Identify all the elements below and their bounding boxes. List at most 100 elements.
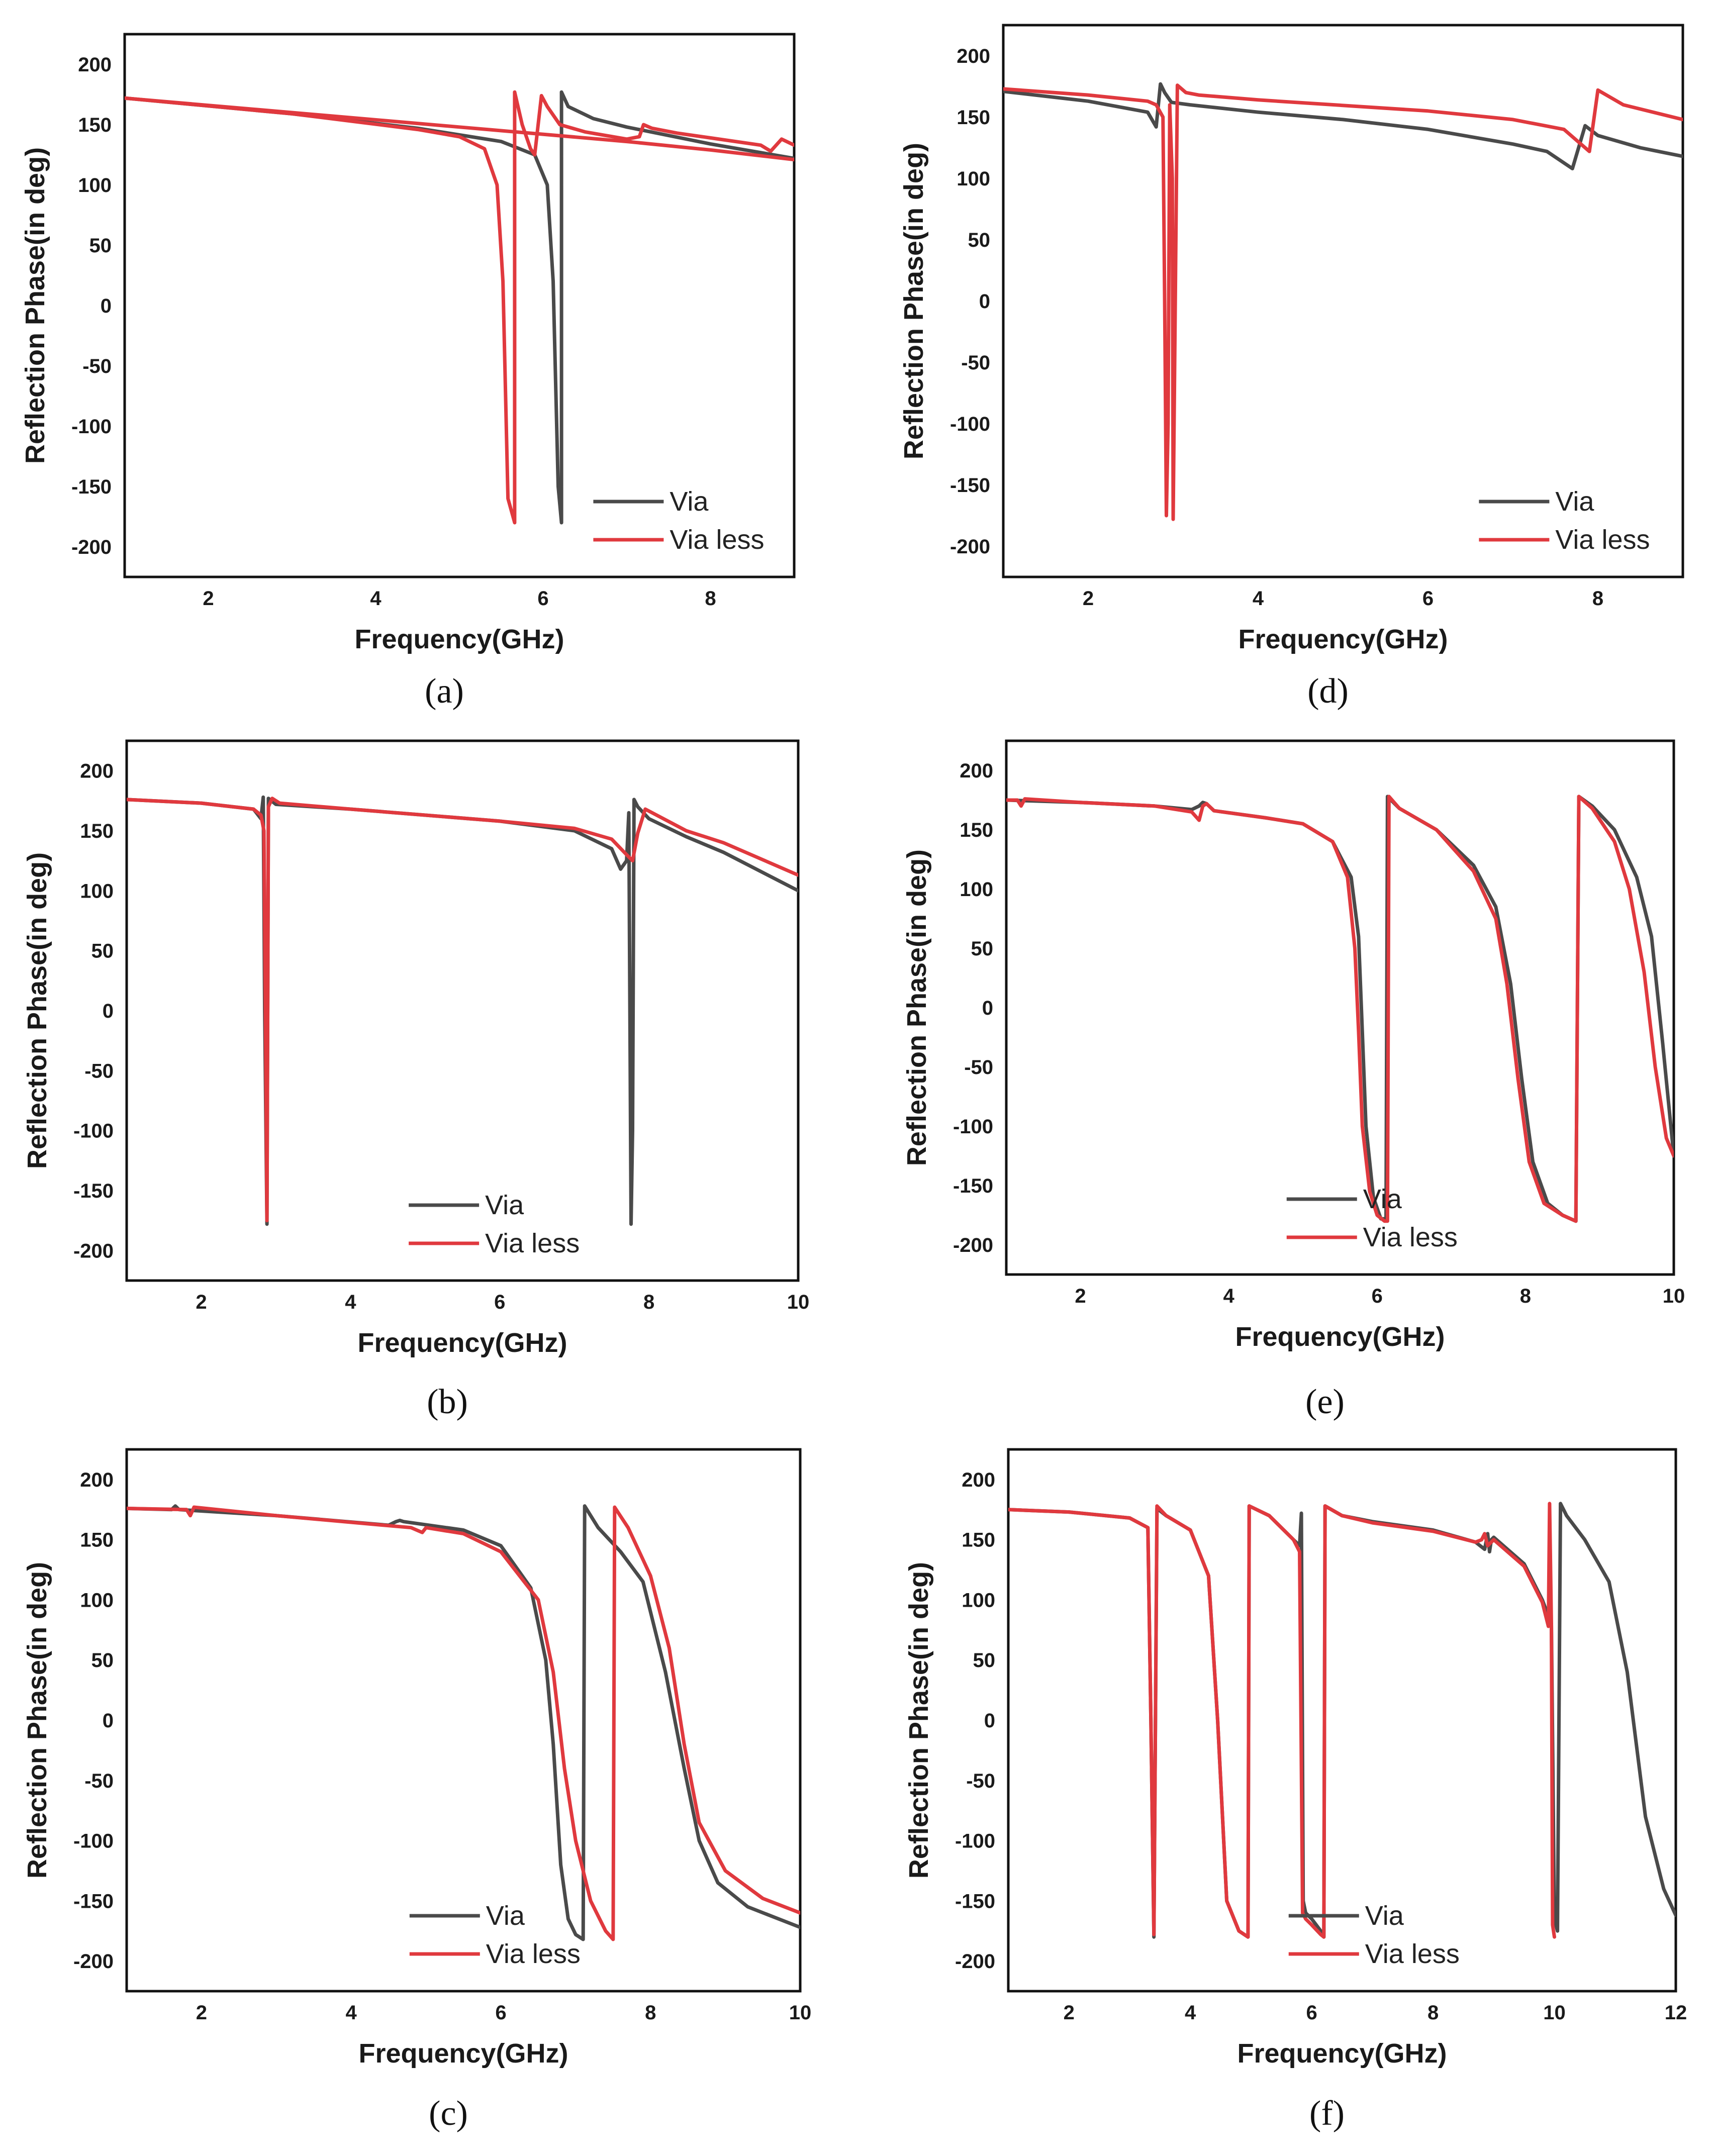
y-tick-label: 150 (962, 1529, 995, 1551)
y-tick-label: 150 (957, 107, 990, 129)
x-tick-label: 8 (645, 2002, 656, 2024)
y-tick-label: 150 (80, 820, 114, 842)
x-axis-label: Frequency(GHz) (1237, 2038, 1447, 2069)
y-tick-label: -50 (961, 352, 990, 374)
x-tick-label: 4 (1253, 587, 1264, 610)
x-tick-label: 8 (643, 1291, 654, 1313)
series-line-via-less (125, 96, 794, 162)
x-tick-label: 6 (495, 2002, 506, 2024)
y-tick-label: -50 (966, 1770, 995, 1792)
series-line-via (127, 1504, 800, 1941)
series-line-via-less (127, 1505, 800, 1941)
y-tick-label: 200 (960, 760, 993, 782)
y-tick-label: 0 (101, 295, 112, 317)
y-axis-label: Reflection Phase(in deg) (22, 1562, 52, 1879)
y-tick-label: 200 (80, 1469, 114, 1491)
y-tick-label: -50 (82, 355, 112, 377)
series-line-via (127, 795, 798, 1226)
chart-d: 200 150 100 50 0 -50 -100 -150 -200 2 4 6 8 Frequency… (899, 24, 1684, 711)
x-tick-label: 6 (1422, 587, 1434, 610)
y-tick-label: -150 (73, 1890, 114, 1912)
legend-label-via-less: Via less (1555, 525, 1650, 555)
plot-frame (1002, 24, 1684, 578)
y-tick-label: 50 (91, 940, 114, 962)
plot-frame (123, 33, 796, 578)
y-tick-label: 200 (957, 45, 990, 67)
y-tick-label: 50 (973, 1649, 996, 1672)
y-tick-label: -100 (73, 1830, 114, 1852)
x-axis-label: Frequency(GHz) (358, 2038, 568, 2069)
y-tick-label: -150 (950, 474, 990, 497)
y-tick-label: 150 (80, 1529, 114, 1551)
y-tick-label: -50 (964, 1056, 993, 1079)
x-tick-label: 6 (1306, 2002, 1317, 2024)
y-tick-label: 0 (103, 1710, 114, 1732)
figure-caption: (a) (425, 672, 464, 711)
x-tick-label: 8 (1427, 2002, 1439, 2024)
x-tick-label: 4 (1223, 1285, 1235, 1307)
plot-frame (125, 739, 800, 1282)
y-tick-label: -100 (955, 1830, 995, 1852)
series-line-via-less (1003, 83, 1683, 521)
x-axis-label: Frequency(GHz) (354, 624, 564, 654)
y-tick-label: 200 (962, 1469, 995, 1491)
y-tick-label: 50 (968, 229, 991, 251)
y-tick-label: 50 (91, 1649, 114, 1672)
y-tick-label: 0 (103, 1000, 114, 1022)
legend-label-via-less: Via less (485, 1228, 580, 1258)
x-tick-label: 10 (1543, 2002, 1566, 2024)
x-tick-label: 6 (1372, 1285, 1383, 1307)
y-tick-label: 50 (971, 938, 994, 960)
y-tick-label: 200 (78, 54, 112, 76)
y-tick-label: 0 (979, 290, 990, 313)
x-tick-label: 6 (537, 587, 548, 610)
y-tick-label: -200 (71, 536, 112, 558)
x-tick-label: 10 (789, 2002, 812, 2024)
y-tick-label: 0 (984, 1710, 995, 1732)
legend-label-via: Via (1363, 1184, 1402, 1214)
y-tick-label: -150 (73, 1180, 114, 1202)
y-tick-label: -100 (953, 1116, 993, 1138)
x-tick-label: 2 (203, 587, 214, 610)
y-tick-label: 0 (982, 997, 993, 1019)
y-tick-label: -150 (955, 1890, 995, 1912)
x-tick-label: 10 (787, 1291, 810, 1313)
y-tick-label: 150 (78, 114, 112, 136)
x-tick-label: 2 (1083, 587, 1094, 610)
x-tick-label: 4 (345, 1291, 356, 1313)
y-tick-label: -50 (84, 1060, 114, 1082)
y-tick-label: -150 (953, 1175, 993, 1197)
y-tick-label: 200 (80, 760, 114, 782)
x-tick-label: 6 (494, 1291, 505, 1313)
plot-frame (1005, 739, 1675, 1276)
legend-label-via-less: Via less (1365, 1939, 1460, 1969)
figure-caption: (c) (429, 2094, 468, 2133)
y-tick-label: 100 (78, 174, 112, 197)
y-tick-label: 100 (960, 878, 993, 901)
y-tick-label: -200 (955, 1950, 995, 1973)
x-axis-label: Frequency(GHz) (357, 1328, 567, 1358)
x-tick-label: 8 (1592, 587, 1603, 610)
chart-b: 200 150 100 50 0 -50 -100 -150 -200 2 4 6 8 10 Frequen… (22, 739, 810, 1421)
y-tick-label: -200 (73, 1240, 114, 1262)
series-line-via-less (127, 797, 798, 1223)
x-tick-label: 4 (1185, 2002, 1196, 2024)
legend-label-via: Via (486, 1901, 525, 1931)
y-tick-label: -100 (950, 413, 990, 435)
y-tick-label: -200 (953, 1234, 993, 1256)
legend-label-via: Via (1555, 486, 1594, 517)
x-axis-label: Frequency(GHz) (1235, 1322, 1445, 1352)
legend-label-via: Via (485, 1190, 524, 1220)
x-tick-label: 2 (1075, 1285, 1086, 1307)
y-tick-label: -200 (73, 1950, 114, 1973)
y-axis-label: Reflection Phase(in deg) (899, 143, 929, 459)
y-tick-label: -50 (84, 1770, 114, 1792)
y-axis-label: Reflection Phase(in deg) (904, 1562, 934, 1879)
chart-c: 200 150 100 50 0 -50 -100 -150 -200 2 4 6 8 10 Frequen… (22, 1448, 812, 2133)
series-line-via (125, 90, 794, 525)
x-tick-label: 8 (1520, 1285, 1531, 1307)
y-tick-label: 150 (960, 819, 993, 841)
y-axis-label: Reflection Phase(in deg) (20, 147, 50, 464)
chart-e: 200 150 100 50 0 -50 -100 -150 -200 2 4 6 8 10 Frequen… (902, 739, 1685, 1421)
